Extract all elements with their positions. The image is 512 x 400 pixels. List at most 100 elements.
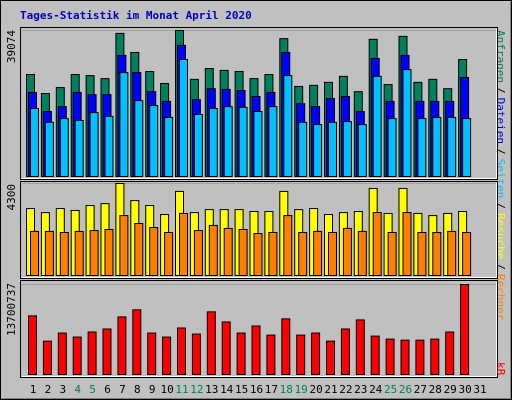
y-tick-label: 13700737 xyxy=(5,283,18,336)
bar xyxy=(432,231,442,276)
bar xyxy=(44,230,54,276)
bar xyxy=(208,224,218,277)
bar xyxy=(402,69,412,177)
legend-separator: / xyxy=(494,202,507,209)
x-tick-label: 11 xyxy=(175,383,188,396)
bar xyxy=(72,336,82,376)
x-tick-label: 4 xyxy=(74,383,81,396)
bar xyxy=(462,231,472,276)
bar xyxy=(253,233,263,276)
bar xyxy=(415,339,425,376)
bar xyxy=(149,105,159,177)
x-tick-label: 5 xyxy=(89,383,96,396)
x-tick-label: 1 xyxy=(30,383,37,396)
x-tick-label: 7 xyxy=(119,383,126,396)
x-tick-label: 10 xyxy=(160,383,173,396)
bar xyxy=(87,331,97,375)
bar xyxy=(74,230,84,276)
bar xyxy=(268,106,278,177)
bar xyxy=(283,215,293,276)
bar xyxy=(311,332,321,376)
x-tick-label: 21 xyxy=(324,383,337,396)
y-tick-label: 39074 xyxy=(5,30,18,63)
bar xyxy=(134,223,144,277)
x-tick-label: 30 xyxy=(458,383,471,396)
bar xyxy=(223,106,233,177)
bar xyxy=(117,316,127,375)
bar xyxy=(28,315,37,376)
bar xyxy=(206,311,216,376)
bar xyxy=(191,333,201,376)
bar xyxy=(179,59,188,177)
bar xyxy=(462,118,472,177)
bar xyxy=(164,231,174,276)
bar xyxy=(357,124,367,178)
x-tick-label: 28 xyxy=(429,383,442,396)
x-tick-label: 12 xyxy=(190,383,203,396)
bar xyxy=(385,338,395,375)
chart-title: Tages-Statistik im Monat April 2020 xyxy=(20,9,252,22)
bar xyxy=(372,212,382,276)
x-tick-label: 17 xyxy=(265,383,278,396)
bar xyxy=(147,332,157,376)
bar xyxy=(387,118,397,177)
bar xyxy=(132,309,142,375)
x-tick-label: 20 xyxy=(309,383,322,396)
x-tick-label: 16 xyxy=(250,383,263,396)
bar xyxy=(328,231,337,276)
bar xyxy=(296,334,306,375)
bar xyxy=(357,230,367,276)
bar xyxy=(370,335,380,375)
x-tick-label: 19 xyxy=(295,383,308,396)
bar xyxy=(253,110,263,177)
bar xyxy=(177,327,186,375)
bar xyxy=(326,340,335,376)
bar xyxy=(149,227,159,276)
bar xyxy=(447,116,457,178)
x-tick-label: 2 xyxy=(45,383,52,396)
legend-separator: / xyxy=(494,263,507,270)
bar xyxy=(268,231,278,276)
bar xyxy=(251,325,261,376)
bar xyxy=(342,121,352,177)
bar xyxy=(42,340,52,376)
x-tick-label: 18 xyxy=(280,383,293,396)
bar xyxy=(355,319,365,375)
y-tick-label: 4300 xyxy=(5,184,18,211)
bar xyxy=(447,230,457,276)
bar xyxy=(104,229,114,276)
x-tick-label: 25 xyxy=(384,383,397,396)
bar xyxy=(236,332,246,376)
x-tick-label: 27 xyxy=(414,383,427,396)
x-tick-label: 29 xyxy=(444,383,457,396)
bar xyxy=(387,231,397,276)
bar xyxy=(89,230,99,276)
bar xyxy=(59,118,69,177)
bar xyxy=(313,230,323,276)
bar xyxy=(340,328,350,375)
bar xyxy=(44,121,54,177)
bar xyxy=(179,212,188,277)
x-tick-label: 8 xyxy=(134,383,141,396)
bar xyxy=(328,121,337,177)
bar xyxy=(342,227,352,277)
bar xyxy=(266,334,276,375)
x-tick-label: 24 xyxy=(369,383,383,396)
bar xyxy=(432,116,442,178)
legend-entry: kB xyxy=(494,362,507,376)
bar xyxy=(57,332,67,376)
bar xyxy=(402,212,412,276)
x-tick-label: 23 xyxy=(354,383,367,396)
bar xyxy=(208,107,218,177)
x-tick-label: 6 xyxy=(104,383,111,396)
x-tick-label: 3 xyxy=(59,383,66,396)
bar xyxy=(298,121,308,177)
x-tick-label: 22 xyxy=(339,383,352,396)
bar xyxy=(223,227,233,277)
bar xyxy=(102,328,112,375)
bar xyxy=(417,118,427,177)
bar xyxy=(164,116,174,178)
bar xyxy=(460,284,470,375)
bar xyxy=(445,331,455,375)
bar xyxy=(298,231,308,276)
